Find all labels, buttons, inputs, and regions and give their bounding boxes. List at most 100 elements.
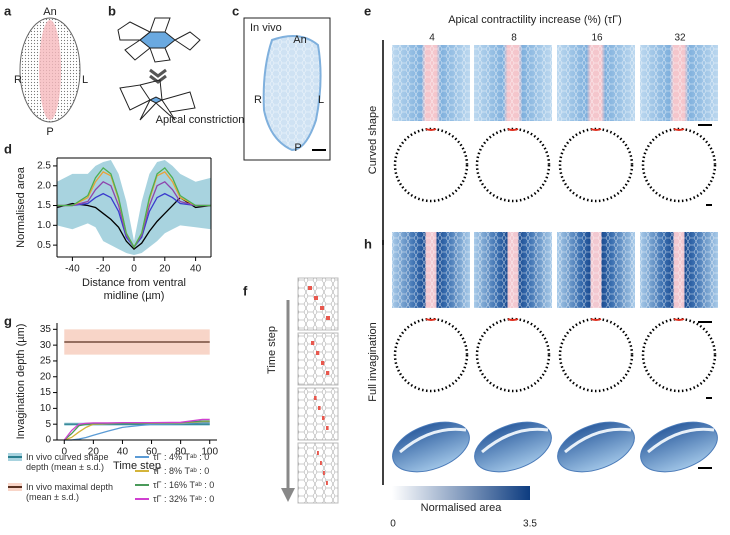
- x-tick-label: 80: [175, 447, 187, 458]
- cell-outlines: [640, 232, 718, 308]
- ventral-cells: [590, 128, 602, 131]
- cell-outlines: [474, 45, 552, 121]
- colorbar-tick: 0: [390, 519, 396, 530]
- y-axis-label: Normalised area: [15, 166, 27, 248]
- constricting-cell: [311, 341, 315, 345]
- y-axis-label: Invagination depth (µm): [15, 324, 27, 440]
- cross-section: [641, 317, 717, 393]
- axis-label: Time step: [266, 326, 278, 374]
- series-line: [56, 196, 212, 250]
- x-tick-label: 20: [159, 264, 171, 275]
- panel-label: g: [4, 313, 12, 328]
- title: In vivo: [250, 22, 282, 34]
- panel-label: c: [232, 3, 239, 18]
- series-line: [64, 421, 210, 441]
- x-axis-label: Distance from ventral: [82, 277, 186, 289]
- x-tick-label: 0: [131, 264, 137, 275]
- column-label: 16: [591, 33, 603, 44]
- y-tick-label: 30: [40, 340, 52, 351]
- e-title: Apical contractility increase (%) (τΓ): [448, 14, 622, 26]
- constricting-cell: [316, 351, 320, 355]
- cell-outlines: [557, 232, 635, 308]
- y-tick-label: 2.5: [37, 161, 51, 172]
- y-tick-label: 15: [40, 387, 52, 398]
- constricting-cell: [308, 286, 312, 290]
- colorbar-tick: 3.5: [523, 519, 537, 530]
- ventral-cells: [590, 318, 602, 321]
- ventral-cells: [507, 128, 519, 131]
- anterior-label: An: [43, 6, 56, 18]
- panel-e-h-labels: Apical contractility increase (%) (τΓ) 4…: [367, 14, 686, 530]
- cross-section: [558, 317, 634, 393]
- panel-label: e: [364, 3, 371, 18]
- error-band: [57, 159, 211, 256]
- panel-label: d: [4, 141, 12, 156]
- panel-a: An R L P: [14, 6, 88, 138]
- y-tick-label: 0: [45, 435, 51, 446]
- series-line: [57, 166, 211, 249]
- column-label: 4: [429, 33, 435, 44]
- x-axis-label: Time step: [113, 460, 161, 472]
- ventral-cells: [673, 318, 685, 321]
- series-line: [63, 418, 210, 441]
- furrow: [481, 427, 549, 454]
- column-label: 8: [511, 33, 517, 44]
- constricting-cell: [326, 316, 330, 320]
- right-label: R: [14, 74, 22, 86]
- constricting-cell: [321, 361, 325, 365]
- ventral-cells: [673, 128, 685, 131]
- x-tick-label: -20: [96, 264, 111, 275]
- embryo-3d: [474, 421, 552, 473]
- x-tick-label: 100: [201, 447, 218, 458]
- panel-f: Time step: [266, 300, 295, 502]
- constricting-cell: [317, 451, 319, 455]
- y-tick-label: 1.0: [37, 220, 51, 231]
- constricting-cell: [320, 306, 324, 310]
- row-label: Full invagination: [367, 322, 379, 402]
- posterior-label: P: [46, 126, 53, 138]
- panel-label: f: [243, 283, 248, 298]
- constricting-cell: [318, 406, 321, 410]
- panel-c: In vivo An R L P: [243, 17, 331, 161]
- furrow: [647, 427, 715, 454]
- y-tick-label: 2.0: [37, 180, 51, 191]
- cell-outlines: [298, 278, 338, 330]
- x-tick-label: 0: [61, 447, 67, 458]
- ventral-cells: [507, 318, 519, 321]
- constricting-cell: [314, 396, 317, 400]
- cell-outlines: [298, 388, 338, 440]
- cell-outlines: [557, 45, 635, 121]
- constricting-cell: [326, 481, 328, 485]
- embryo-3d: [557, 421, 635, 473]
- y-tick-label: 5: [45, 419, 51, 430]
- y-tick-label: 0.5: [37, 240, 51, 251]
- panel-label: h: [364, 236, 372, 251]
- panel-b: Apical constriction: [117, 17, 245, 126]
- anterior-label: An: [293, 34, 306, 46]
- cross-section: [475, 317, 551, 393]
- cross-section: [475, 127, 551, 203]
- constricting-cell: [323, 471, 325, 475]
- x-tick-label: 40: [190, 264, 202, 275]
- cell-outlines: [392, 232, 470, 308]
- frame: [243, 17, 331, 161]
- posterior-label: P: [294, 142, 301, 154]
- ventral-stripe: [39, 20, 61, 120]
- y-tick-label: 25: [40, 356, 52, 367]
- constricting-cell: [320, 461, 322, 465]
- left-label: L: [82, 74, 88, 86]
- furrow: [399, 427, 467, 454]
- ventral-cells: [425, 318, 437, 321]
- embryo-3d: [392, 421, 470, 473]
- cross-section: [558, 127, 634, 203]
- left-label: L: [318, 94, 324, 106]
- cell-outlines: [298, 333, 338, 385]
- cross-section: [393, 317, 469, 393]
- constricting-cell: [322, 416, 325, 420]
- x-axis-label: midline (µm): [104, 290, 165, 302]
- constricting-cell: [326, 371, 330, 375]
- cell-outlines: [474, 232, 552, 308]
- cell-outlines: [640, 45, 718, 121]
- caption: Apical constriction: [156, 114, 245, 126]
- constricting-cell: [314, 296, 318, 300]
